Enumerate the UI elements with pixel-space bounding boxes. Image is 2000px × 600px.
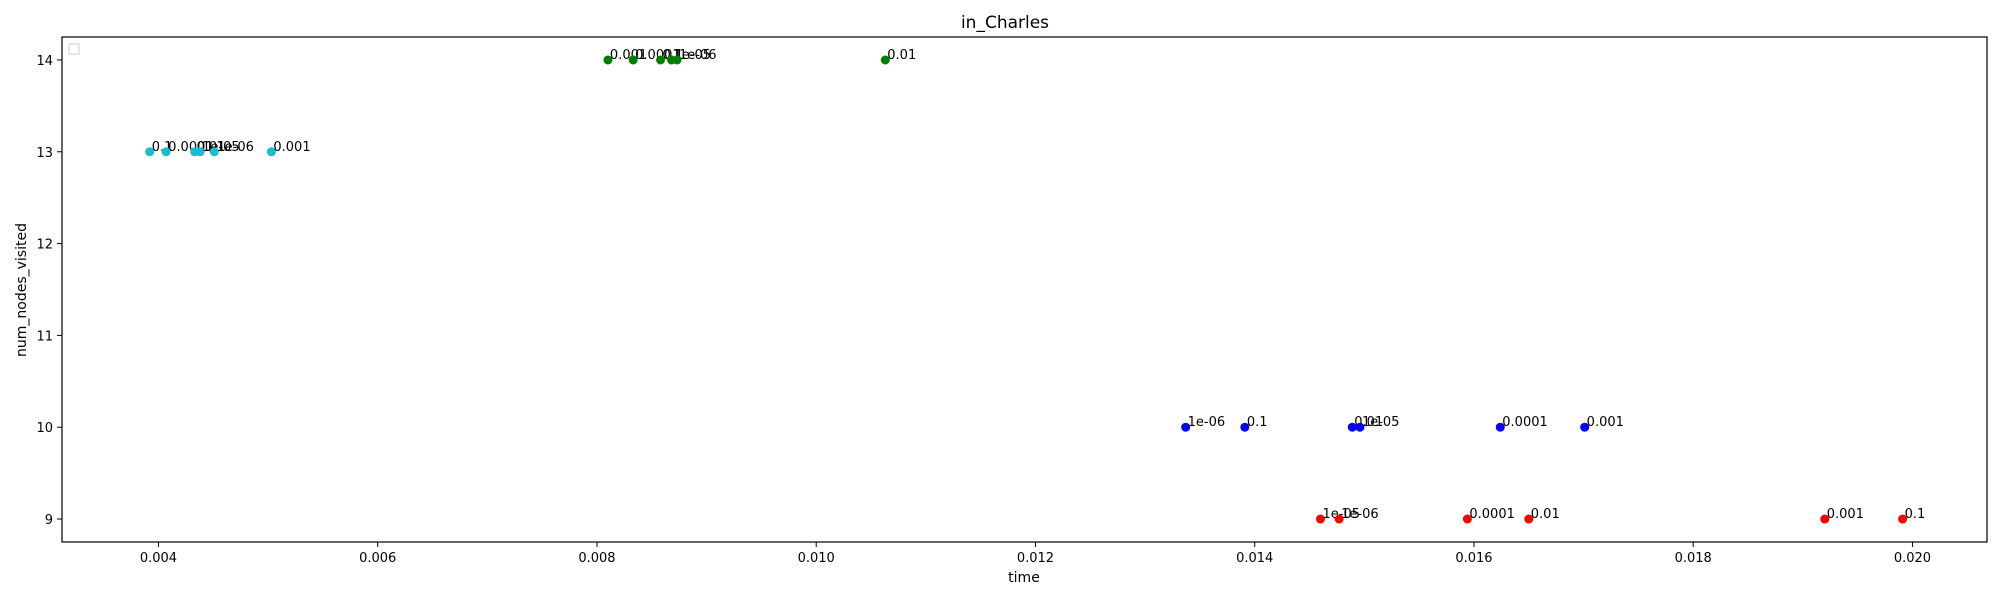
data-point xyxy=(1820,514,1830,524)
data-point xyxy=(1347,422,1357,432)
x-tick-label: 0.006 xyxy=(359,551,396,566)
data-point xyxy=(1524,514,1534,524)
data-point xyxy=(1315,514,1325,524)
y-tick-label: 14 xyxy=(36,54,53,69)
data-point xyxy=(880,55,890,65)
x-tick-label: 0.014 xyxy=(1236,551,1273,566)
y-tick-label: 11 xyxy=(36,329,53,344)
data-point-label: 0.001 xyxy=(610,48,647,63)
data-point-label: 1e-05 xyxy=(1362,415,1400,430)
plot-frame xyxy=(61,36,1988,543)
data-point xyxy=(672,55,682,65)
data-point xyxy=(209,147,219,157)
data-point xyxy=(1898,514,1908,524)
data-point xyxy=(195,147,205,157)
data-point-label: 0.001 xyxy=(273,140,310,155)
data-point xyxy=(1462,514,1472,524)
data-point-label: 0.0001 xyxy=(1502,415,1548,430)
data-point xyxy=(1495,422,1505,432)
y-tick-label: 9 xyxy=(45,513,53,528)
data-point xyxy=(603,55,613,65)
data-point-label: 0.001 xyxy=(1587,415,1624,430)
y-tick-label: 13 xyxy=(36,146,53,161)
x-tick-label: 0.018 xyxy=(1675,551,1712,566)
data-point-label: 0.0001 xyxy=(1469,507,1515,522)
legend-box xyxy=(68,43,80,55)
data-point xyxy=(266,147,276,157)
y-tick-label: 10 xyxy=(36,421,53,436)
data-point-label: 1e-06 xyxy=(1188,415,1226,430)
x-tick-label: 0.008 xyxy=(578,551,615,566)
x-tick-label: 0.004 xyxy=(140,551,177,566)
data-point xyxy=(656,55,666,65)
data-point xyxy=(1240,422,1250,432)
data-point xyxy=(628,55,638,65)
data-point xyxy=(145,147,155,157)
data-point-label: 0.1 xyxy=(1247,415,1268,430)
data-point-label: 1e-06 xyxy=(216,140,254,155)
x-tick-label: 0.020 xyxy=(1894,551,1931,566)
chart-title: in_Charles xyxy=(961,13,1049,33)
y-tick-label: 12 xyxy=(36,238,53,253)
data-point xyxy=(1580,422,1590,432)
data-point-label: 0.001 xyxy=(1827,507,1864,522)
x-tick-label: 0.010 xyxy=(798,551,835,566)
data-point xyxy=(1334,514,1344,524)
data-point-label: 1e-05 xyxy=(674,48,712,63)
x-tick-label: 0.016 xyxy=(1455,551,1492,566)
data-point-label: 1e-06 xyxy=(1341,507,1379,522)
data-point-label: 0.1 xyxy=(1905,507,1926,522)
x-tick-label: 0.012 xyxy=(1017,551,1054,566)
data-point-label: 0.01 xyxy=(887,48,916,63)
y-axis-label: num_nodes_visited xyxy=(14,223,30,357)
data-point-label: 0.01 xyxy=(1531,507,1560,522)
data-point xyxy=(1355,422,1365,432)
data-point xyxy=(161,147,171,157)
x-axis-label: time xyxy=(1008,570,1040,586)
data-point-label: 1e-06 xyxy=(679,48,717,63)
plot-area: 0.004 0.006 0.008 0.010 0.012 0.014 0.016 0.018… xyxy=(36,48,1931,566)
data-point-label: 1e-05 xyxy=(1322,507,1360,522)
data-point xyxy=(1181,422,1191,432)
